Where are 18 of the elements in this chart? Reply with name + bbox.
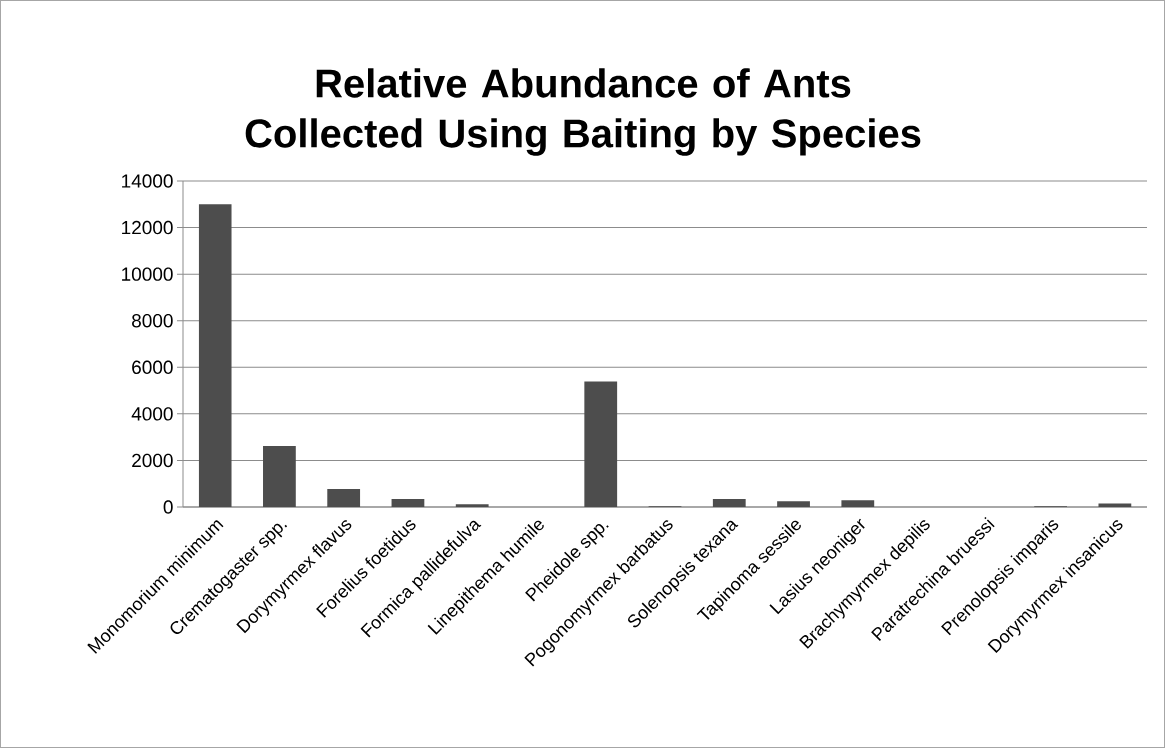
bar (584, 381, 618, 507)
y-tick-label: 14000 (122, 174, 173, 188)
bar (455, 504, 489, 507)
bar (841, 500, 875, 507)
y-tick-label: 0 (163, 500, 173, 514)
bar (391, 499, 425, 507)
y-tick-label: 4000 (131, 407, 173, 421)
bar (712, 499, 746, 507)
bar (263, 445, 296, 507)
y-tick-label: 2000 (132, 453, 173, 468)
bar (327, 489, 361, 507)
bar (198, 204, 232, 507)
y-tick-label: 10000 (122, 267, 173, 281)
bar (777, 501, 810, 507)
y-tick-label: 6000 (132, 360, 173, 375)
y-tick-label: 8000 (132, 313, 173, 328)
y-tick-label: 12000 (122, 220, 173, 235)
chart-title: Relative Abundance of Ants Collected Using Baiting by Species (245, 68, 921, 156)
